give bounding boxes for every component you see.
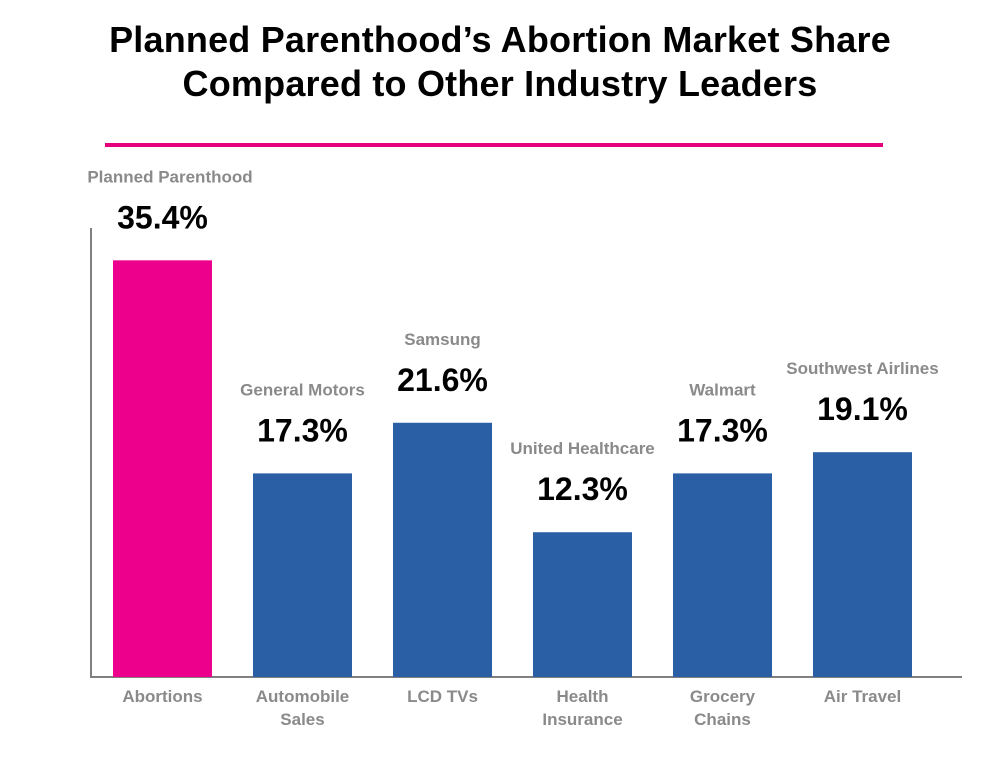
- company-label-3: Samsung: [404, 330, 481, 349]
- company-label-6: Southwest Airlines: [786, 359, 938, 378]
- bar-6: [813, 452, 912, 677]
- category-label-4-line-2: Insurance: [542, 710, 622, 729]
- category-label-1-line-1: Abortions: [122, 687, 202, 706]
- value-label-4: 12.3%: [537, 471, 628, 507]
- company-label-2: General Motors: [240, 380, 365, 399]
- bar-3: [393, 422, 492, 677]
- bar-4: [533, 532, 632, 677]
- bar-2: [253, 473, 352, 677]
- bar-5: [673, 473, 772, 677]
- chart-title: Planned Parenthood’s Abortion Market Sha…: [0, 18, 1000, 106]
- value-label-2: 17.3%: [257, 412, 348, 448]
- company-label-4: United Healthcare: [510, 439, 655, 458]
- category-label-4-line-1: Health: [557, 687, 609, 706]
- chart-title-line-2: Compared to Other Industry Leaders: [182, 63, 818, 104]
- category-label-2-line-2: Sales: [280, 710, 324, 729]
- company-label-1: Planned Parenthood: [87, 167, 252, 186]
- category-label-5-line-1: Grocery: [690, 687, 756, 706]
- value-label-6: 19.1%: [817, 391, 908, 427]
- value-label-5: 17.3%: [677, 412, 768, 448]
- category-label-5-line-2: Chains: [694, 710, 751, 729]
- title-divider: [105, 143, 883, 147]
- value-label-1: 35.4%: [117, 199, 208, 235]
- company-label-5: Walmart: [689, 380, 756, 399]
- chart-title-line-1: Planned Parenthood’s Abortion Market Sha…: [109, 19, 891, 60]
- bar-1: [113, 260, 212, 677]
- category-label-2-line-1: Automobile: [256, 687, 350, 706]
- value-label-3: 21.6%: [397, 362, 488, 398]
- category-label-3-line-1: LCD TVs: [407, 687, 478, 706]
- category-label-6-line-1: Air Travel: [824, 687, 902, 706]
